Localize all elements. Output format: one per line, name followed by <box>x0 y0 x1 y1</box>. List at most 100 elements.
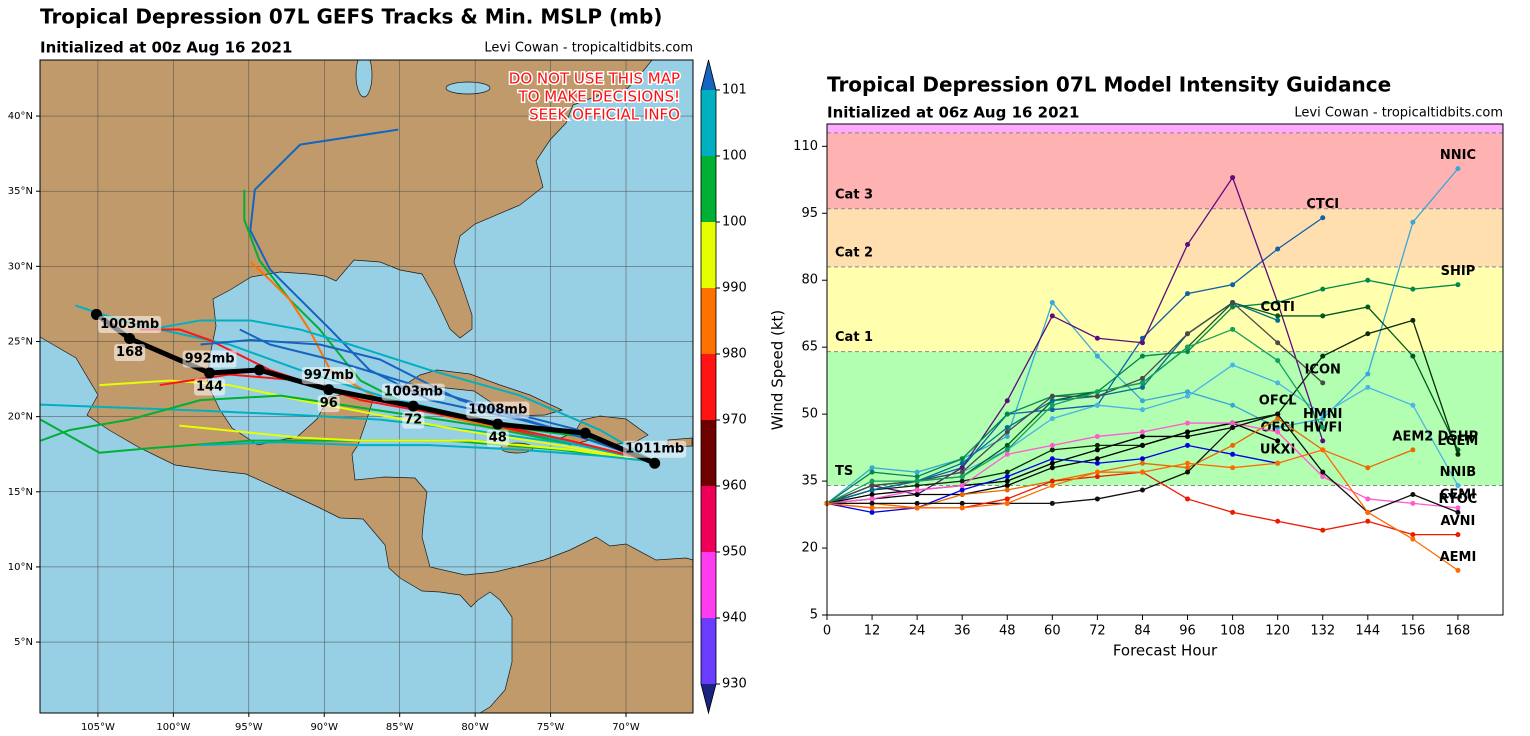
model-point <box>914 483 920 489</box>
colorbar-segment <box>701 486 716 552</box>
model-point <box>869 496 875 502</box>
warning: TO MAKE DECISIONS! <box>518 88 680 106</box>
track-point <box>124 332 136 344</box>
model-point <box>959 500 965 506</box>
colorbar-label: 990 <box>722 281 747 296</box>
ensemble-track <box>40 394 655 463</box>
model-point <box>1185 291 1191 297</box>
model-point <box>1455 532 1461 538</box>
model-point <box>1230 362 1236 368</box>
model-point <box>1139 469 1145 475</box>
model-point <box>1139 375 1145 381</box>
y-tick-label: 5°N <box>14 637 33 648</box>
y-tick-label: 65 <box>801 340 818 355</box>
label-box <box>182 350 237 368</box>
model-label: HMNI <box>1303 407 1343 422</box>
y-tick-label: 80 <box>801 273 818 288</box>
land-americas <box>40 60 693 713</box>
x-tick-label: 95°W <box>235 722 263 733</box>
y-tick-label: 20 <box>801 541 818 556</box>
y-tick-label: 110 <box>793 139 818 154</box>
model-point <box>1094 353 1100 359</box>
model-point <box>1320 286 1326 292</box>
model-point <box>914 474 920 480</box>
ensemble-track <box>40 418 655 463</box>
chart-title: Tropical Depression 07L Model Intensity … <box>827 73 1391 97</box>
model-point <box>1094 433 1100 439</box>
pressure-label: 1008mb <box>468 403 527 418</box>
label-box <box>114 343 146 361</box>
y-tick-label: 10°N <box>8 562 33 573</box>
colorbar-segment <box>701 354 716 420</box>
model-point <box>959 460 965 466</box>
model-label: NNIB <box>1440 465 1477 480</box>
colorbar-label: 100 <box>722 215 747 230</box>
model-point <box>1455 166 1461 172</box>
model-point <box>1004 398 1010 404</box>
track-point <box>253 364 265 376</box>
model-point <box>1320 411 1326 417</box>
intensity-band <box>827 132 1503 209</box>
y-tick-label: 5 <box>810 608 818 623</box>
x-tick-label: 36 <box>954 624 971 639</box>
model-point <box>1230 509 1236 515</box>
lake <box>445 81 491 95</box>
x-tick-label: 108 <box>1220 624 1245 639</box>
model-point <box>1275 300 1281 306</box>
model-point <box>959 483 965 489</box>
y-tick-label: 95 <box>801 206 818 221</box>
model-point <box>1004 487 1010 493</box>
model-point <box>1230 304 1236 310</box>
model-point <box>869 469 875 475</box>
x-tick-label: 72 <box>1089 624 1106 639</box>
model-point <box>1455 451 1461 457</box>
label-box <box>486 429 509 447</box>
model-point <box>1139 380 1145 386</box>
model-point <box>1004 478 1010 484</box>
model-point <box>1094 456 1100 462</box>
model-point <box>1004 433 1010 439</box>
track-point <box>649 457 661 469</box>
colorbar-segment <box>701 90 716 156</box>
model-point <box>869 465 875 471</box>
model-point <box>1320 425 1326 431</box>
colorbar-label: 960 <box>722 479 747 494</box>
model-point <box>1094 335 1100 341</box>
map-credit: Levi Cowan - tropicaltidbits.com <box>484 41 693 56</box>
label-box <box>402 411 425 429</box>
model-point <box>1094 469 1100 475</box>
model-point <box>1185 496 1191 502</box>
model-point <box>1185 465 1191 471</box>
ensemble-track <box>149 319 656 463</box>
track-point <box>492 418 504 430</box>
model-point <box>1230 282 1236 288</box>
model-point <box>1185 433 1191 439</box>
model-label: OFCL <box>1259 394 1297 409</box>
hour-label: 168 <box>116 345 143 360</box>
model-point <box>1230 442 1236 448</box>
x-tick-label: 24 <box>909 624 926 639</box>
model-point <box>1320 474 1326 480</box>
model-point <box>869 491 875 497</box>
model-label: UKXI <box>1260 443 1296 458</box>
map-data: 1011mb 1008mb 48 1003mb 72 997mb 96 992mb 144 100… <box>40 60 693 713</box>
model-point <box>1004 425 1010 431</box>
model-label: DSHP <box>1438 429 1479 444</box>
model-label: AEMI <box>1440 550 1477 565</box>
colorbar-under <box>701 684 716 713</box>
model-point <box>914 478 920 484</box>
model-point <box>1004 474 1010 480</box>
model-point <box>1185 460 1191 466</box>
model-point <box>959 487 965 493</box>
x-tick-label: 48 <box>999 624 1016 639</box>
model-label: NNIC <box>1440 148 1476 163</box>
colorbar-segment <box>701 420 716 486</box>
model-point <box>1365 509 1371 515</box>
colorbar-label: 100 <box>722 149 747 164</box>
model-point <box>1455 509 1461 515</box>
label-box <box>381 383 445 401</box>
model-point <box>1049 447 1055 453</box>
lake <box>355 60 373 98</box>
model-point <box>1049 398 1055 404</box>
label-box <box>466 401 530 419</box>
